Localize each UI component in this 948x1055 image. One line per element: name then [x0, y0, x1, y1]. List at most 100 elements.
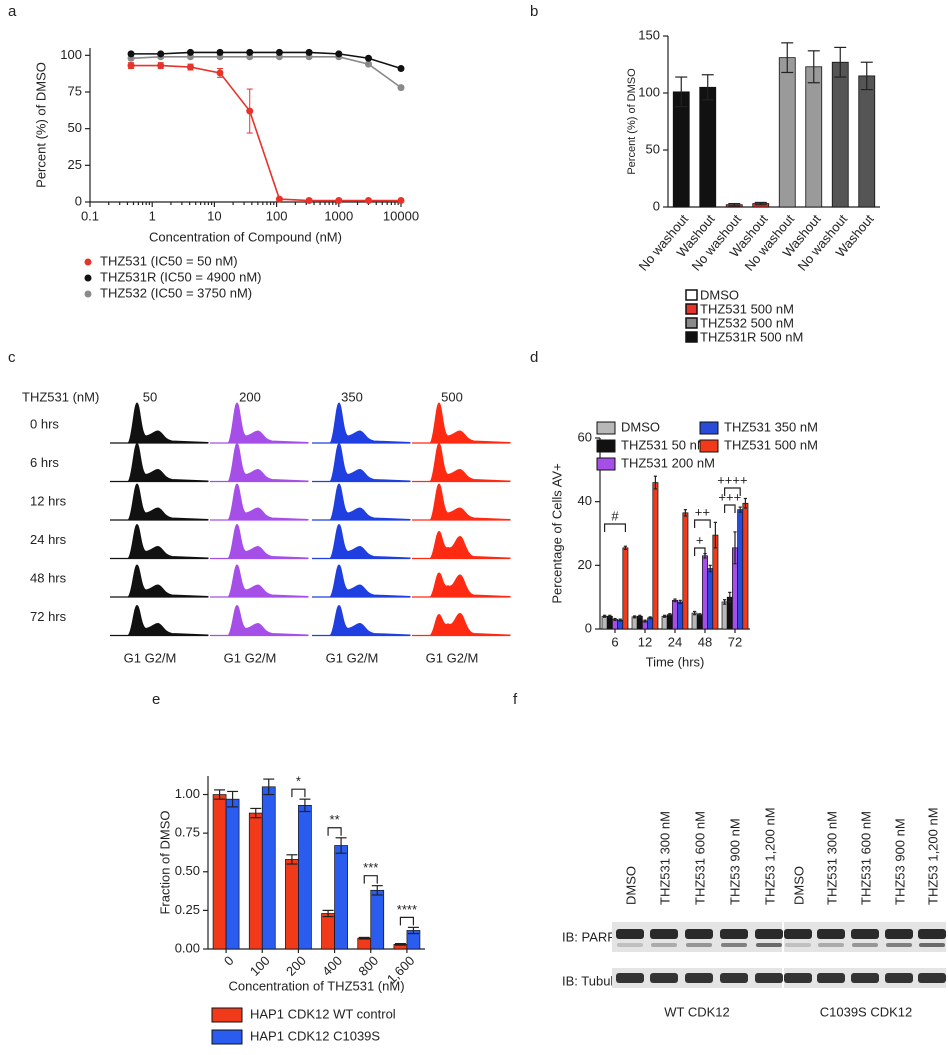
error-bar [638, 614, 642, 618]
error-bar [723, 599, 727, 605]
band [785, 943, 811, 947]
y-tick-label: 75 [68, 83, 82, 98]
lane-label: DMSO [623, 866, 638, 905]
point [305, 48, 313, 56]
row-label: IB: Tubulin [562, 973, 623, 988]
bar [677, 601, 684, 630]
error-bar [708, 564, 712, 573]
x-axis-label: Time (hrs) [646, 654, 705, 669]
bar [225, 798, 240, 950]
legend-swatch [211, 1007, 243, 1023]
y-axis-label: Percentage of Cells AV+ [549, 463, 564, 603]
y-tick-label: 20 [578, 557, 592, 572]
bar [699, 86, 717, 208]
error-bar [299, 798, 311, 813]
y-tick-label: 0 [653, 198, 660, 213]
concentration-label: 350 [341, 389, 363, 404]
y-tick-label: 100 [638, 84, 660, 99]
panel-letter: a [8, 3, 17, 20]
legend-marker [84, 274, 92, 282]
band [755, 929, 783, 939]
y-axis-label: Fraction of DMSO [157, 810, 172, 914]
error-bar [675, 76, 688, 108]
error-bar [643, 619, 647, 623]
error-bar [623, 545, 627, 551]
y-tick-label: 0.75 [175, 825, 200, 840]
band [685, 929, 713, 939]
group-label: C1039S CDK12 [820, 1004, 913, 1019]
y-tick-label: 1.00 [175, 786, 200, 801]
y-axis-label: Percent (%) of DMSO [33, 62, 48, 188]
y-tick-label: 60 [578, 429, 592, 444]
y-tick-label: 0.25 [175, 902, 200, 917]
error-bar [668, 613, 672, 617]
bar [778, 57, 796, 208]
error-bar [286, 854, 298, 865]
concentration-label: 500 [441, 389, 463, 404]
x-tick-label: 1 [149, 208, 156, 223]
phase-label: G1 G2/M [124, 650, 177, 665]
error-bar [263, 778, 275, 796]
x-tick-label: 800 [355, 953, 381, 979]
histogram [210, 564, 309, 598]
point [246, 107, 254, 115]
legend-label: DMSO [700, 287, 739, 302]
lane-label: DMSO [791, 866, 806, 905]
y-tick-label: 150 [638, 27, 660, 42]
y-tick-label: 50 [646, 141, 660, 156]
y-tick-label: 0 [585, 620, 592, 635]
bar [672, 91, 690, 208]
phase-label: G1 G2/M [224, 650, 277, 665]
histogram [312, 402, 411, 444]
band [720, 929, 748, 939]
legend-label: THZ531 200 nM [621, 455, 715, 470]
y-tick-label: 50 [68, 120, 82, 135]
x-tick-label: 10000 [383, 208, 419, 223]
band [852, 943, 878, 947]
bar [248, 812, 263, 950]
point [335, 197, 343, 205]
lane-label: THZ531 300 nM [824, 811, 839, 905]
band [885, 973, 913, 983]
error-bar [834, 46, 847, 78]
histogram [412, 572, 511, 598]
annotation: +++ [718, 489, 741, 504]
histogram [210, 523, 309, 559]
time-label: 48 hrs [30, 570, 67, 585]
legend-label: THZ531R 500 nM [700, 329, 803, 344]
x-tick-label: 200 [283, 953, 309, 979]
bracket [694, 547, 706, 556]
error-bar [358, 936, 370, 940]
error-bar [653, 475, 657, 490]
histogram [210, 604, 309, 636]
error-bar [407, 926, 419, 935]
annotation: *** [363, 860, 378, 875]
x-tick-label: 100 [266, 208, 288, 223]
bar [858, 75, 876, 208]
bar [666, 614, 673, 630]
bar [682, 512, 689, 630]
phase-label: G1 G2/M [326, 650, 379, 665]
y-tick-label: 0.00 [175, 940, 200, 955]
bracket [724, 504, 736, 513]
y-tick-label: 0 [75, 193, 82, 208]
bar [672, 599, 678, 630]
bar [261, 786, 276, 950]
bracket [724, 487, 741, 496]
band [616, 929, 644, 939]
row-label: IB: PARP [562, 929, 616, 944]
bar [742, 502, 749, 630]
lane-label: THZ53 1,200 nM [762, 807, 777, 905]
error-bar [693, 610, 697, 616]
legend-label: THZ531 500 nM [700, 301, 794, 316]
error-bar [743, 497, 747, 509]
bracket [363, 875, 378, 884]
fit-line [131, 64, 401, 202]
point [186, 63, 194, 71]
legend-label: THZ531 350 nM [724, 419, 818, 434]
x-tick-label: 10 [207, 208, 221, 223]
bar [737, 509, 744, 630]
bar [721, 601, 728, 630]
time-label: 6 hrs [30, 455, 59, 470]
fit-line [131, 56, 402, 89]
